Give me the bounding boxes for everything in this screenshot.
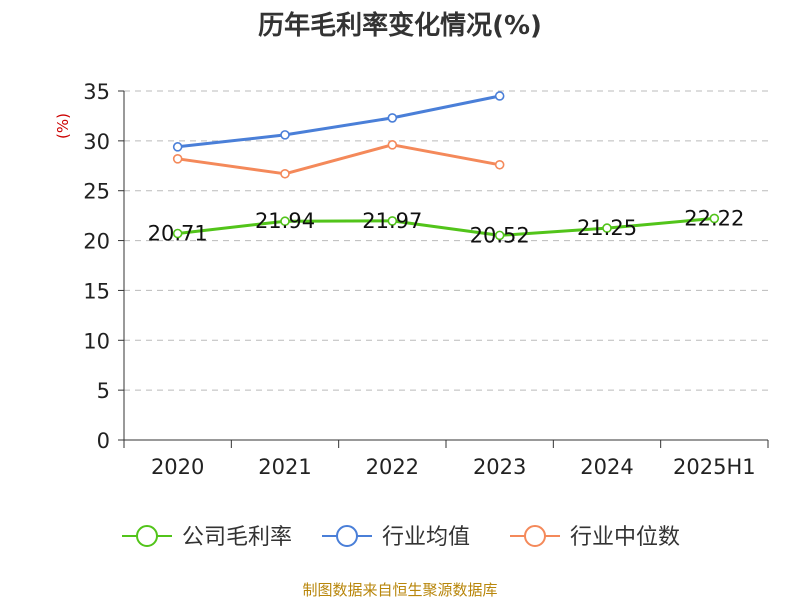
grid-lines bbox=[124, 90, 768, 391]
data-point bbox=[387, 140, 398, 150]
data-label: 20.71 bbox=[148, 221, 208, 245]
axes: 0 5 10 15 20 25 30 35 2020 2021 2022 2023 2024 2025H1 bbox=[83, 80, 769, 479]
series-line-1 bbox=[177, 94, 500, 149]
data-point bbox=[280, 168, 290, 179]
y-tick-label: 20 bbox=[83, 230, 110, 254]
y-tick-label: 15 bbox=[83, 279, 110, 303]
data-point bbox=[494, 230, 505, 241]
legend: 公司毛利率 行业均值 行业中位数 bbox=[122, 525, 680, 550]
y-tick-label: 5 bbox=[97, 379, 110, 403]
legend-label: 行业均值 bbox=[382, 525, 470, 550]
data-point bbox=[172, 228, 183, 239]
data-point bbox=[280, 216, 290, 227]
data-label: 21.25 bbox=[577, 216, 637, 240]
y-tick-label: 25 bbox=[83, 180, 110, 204]
legend-marker-icon bbox=[136, 525, 158, 547]
data-label: 21.94 bbox=[255, 209, 315, 233]
data-point bbox=[280, 130, 290, 140]
source-note: 制图数据来自恒生聚源数据库 bbox=[302, 581, 497, 599]
data-point bbox=[387, 113, 398, 123]
legend-label: 公司毛利率 bbox=[182, 525, 292, 550]
y-tick-label: 10 bbox=[83, 329, 110, 353]
y-tick-label: 0 bbox=[97, 429, 110, 453]
data-label: 22.22 bbox=[684, 206, 744, 230]
x-tick-label: 2024 bbox=[580, 455, 633, 479]
legend-label: 行业中位数 bbox=[570, 525, 680, 550]
data-point bbox=[709, 213, 720, 224]
series-layer bbox=[172, 91, 720, 241]
data-point bbox=[172, 154, 183, 164]
series-line-2 bbox=[177, 143, 500, 176]
x-tick-label: 2025H1 bbox=[673, 455, 756, 479]
y-axis-unit: (%) bbox=[54, 113, 72, 139]
x-tick-label: 2021 bbox=[258, 455, 311, 479]
y-tick-label: 35 bbox=[83, 80, 110, 104]
y-tick-label: 30 bbox=[83, 130, 110, 154]
data-point bbox=[602, 223, 612, 233]
legend-marker-icon bbox=[524, 525, 546, 547]
chart-title: 历年毛利率变化情况(%) bbox=[258, 10, 542, 41]
series-line-0 bbox=[177, 216, 715, 237]
x-tick-label: 2022 bbox=[366, 455, 419, 479]
data-point bbox=[172, 142, 183, 152]
data-label: 20.52 bbox=[470, 223, 530, 247]
data-point bbox=[387, 216, 398, 226]
data-labels: 20.71 21.94 21.97 20.52 21.25 22.22 bbox=[148, 206, 745, 247]
data-point bbox=[494, 91, 505, 101]
legend-marker-icon bbox=[336, 525, 358, 547]
x-tick-label: 2020 bbox=[151, 455, 204, 479]
x-tick-label: 2023 bbox=[473, 455, 526, 479]
data-point bbox=[494, 159, 505, 170]
data-label: 21.97 bbox=[362, 209, 422, 233]
